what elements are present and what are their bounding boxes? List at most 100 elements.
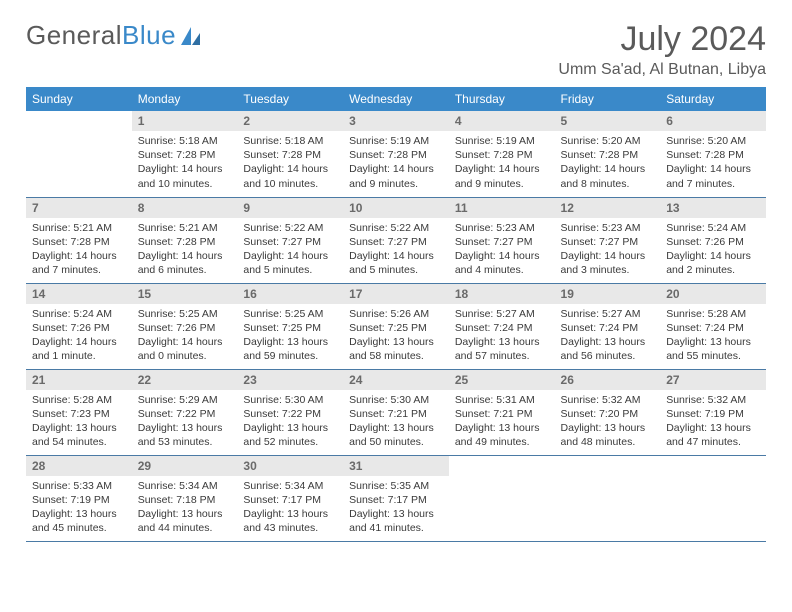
day-header-row: SundayMondayTuesdayWednesdayThursdayFrid… bbox=[26, 87, 766, 111]
day-details: Sunrise: 5:28 AMSunset: 7:23 PMDaylight:… bbox=[26, 390, 132, 454]
daylight-line: Daylight: 14 hours and 9 minutes. bbox=[455, 162, 549, 190]
sunrise-line: Sunrise: 5:23 AM bbox=[561, 221, 655, 235]
daylight-line: Daylight: 14 hours and 5 minutes. bbox=[349, 249, 443, 277]
day-details: Sunrise: 5:22 AMSunset: 7:27 PMDaylight:… bbox=[343, 218, 449, 282]
sunrise-line: Sunrise: 5:34 AM bbox=[243, 479, 337, 493]
sunrise-line: Sunrise: 5:33 AM bbox=[32, 479, 126, 493]
sunset-line: Sunset: 7:28 PM bbox=[455, 148, 549, 162]
sunset-line: Sunset: 7:17 PM bbox=[349, 493, 443, 507]
calendar-day-cell: 12Sunrise: 5:23 AMSunset: 7:27 PMDayligh… bbox=[555, 197, 661, 283]
daylight-line: Daylight: 14 hours and 0 minutes. bbox=[138, 335, 232, 363]
calendar-week-row: 21Sunrise: 5:28 AMSunset: 7:23 PMDayligh… bbox=[26, 369, 766, 455]
day-number: 2 bbox=[237, 111, 343, 131]
daylight-line: Daylight: 13 hours and 44 minutes. bbox=[138, 507, 232, 535]
daylight-line: Daylight: 13 hours and 47 minutes. bbox=[666, 421, 760, 449]
sunrise-line: Sunrise: 5:29 AM bbox=[138, 393, 232, 407]
daylight-line: Daylight: 13 hours and 49 minutes. bbox=[455, 421, 549, 449]
day-header: Saturday bbox=[660, 87, 766, 111]
day-number: 11 bbox=[449, 198, 555, 218]
sunset-line: Sunset: 7:17 PM bbox=[243, 493, 337, 507]
daylight-line: Daylight: 13 hours and 57 minutes. bbox=[455, 335, 549, 363]
daylight-line: Daylight: 14 hours and 8 minutes. bbox=[561, 162, 655, 190]
sunrise-line: Sunrise: 5:19 AM bbox=[349, 134, 443, 148]
daylight-line: Daylight: 13 hours and 41 minutes. bbox=[349, 507, 443, 535]
day-details: Sunrise: 5:21 AMSunset: 7:28 PMDaylight:… bbox=[26, 218, 132, 282]
day-number: 7 bbox=[26, 198, 132, 218]
day-details: Sunrise: 5:19 AMSunset: 7:28 PMDaylight:… bbox=[343, 131, 449, 195]
sunset-line: Sunset: 7:18 PM bbox=[138, 493, 232, 507]
day-details: Sunrise: 5:24 AMSunset: 7:26 PMDaylight:… bbox=[26, 304, 132, 368]
calendar-day-cell bbox=[449, 455, 555, 541]
day-header: Thursday bbox=[449, 87, 555, 111]
calendar-day-cell: 29Sunrise: 5:34 AMSunset: 7:18 PMDayligh… bbox=[132, 455, 238, 541]
sunrise-line: Sunrise: 5:22 AM bbox=[349, 221, 443, 235]
day-number: 15 bbox=[132, 284, 238, 304]
calendar-day-cell: 30Sunrise: 5:34 AMSunset: 7:17 PMDayligh… bbox=[237, 455, 343, 541]
sunrise-line: Sunrise: 5:32 AM bbox=[666, 393, 760, 407]
daylight-line: Daylight: 13 hours and 56 minutes. bbox=[561, 335, 655, 363]
sunrise-line: Sunrise: 5:35 AM bbox=[349, 479, 443, 493]
calendar-day-cell: 23Sunrise: 5:30 AMSunset: 7:22 PMDayligh… bbox=[237, 369, 343, 455]
sunset-line: Sunset: 7:24 PM bbox=[561, 321, 655, 335]
calendar-day-cell: 25Sunrise: 5:31 AMSunset: 7:21 PMDayligh… bbox=[449, 369, 555, 455]
sunrise-line: Sunrise: 5:21 AM bbox=[138, 221, 232, 235]
daylight-line: Daylight: 14 hours and 7 minutes. bbox=[32, 249, 126, 277]
sunset-line: Sunset: 7:21 PM bbox=[349, 407, 443, 421]
calendar-day-cell: 8Sunrise: 5:21 AMSunset: 7:28 PMDaylight… bbox=[132, 197, 238, 283]
day-number: 26 bbox=[555, 370, 661, 390]
calendar-week-row: 28 Sunrise: 5:33 AMSunset: 7:19 PM Dayligh… bbox=[26, 455, 766, 541]
day-details: Sunrise: 5:25 AMSunset: 7:25 PMDaylight:… bbox=[237, 304, 343, 368]
calendar-day-cell: 31Sunrise: 5:35 AMSunset: 7:17 PMDayligh… bbox=[343, 455, 449, 541]
day-number: 20 bbox=[660, 284, 766, 304]
day-details: Sunrise: 5:31 AMSunset: 7:21 PMDaylight:… bbox=[449, 390, 555, 454]
day-header: Monday bbox=[132, 87, 238, 111]
day-details: Sunrise: 5:21 AMSunset: 7:28 PMDaylight:… bbox=[132, 218, 238, 282]
day-details: Sunrise: 5:27 AMSunset: 7:24 PMDaylight:… bbox=[449, 304, 555, 368]
day-header: Wednesday bbox=[343, 87, 449, 111]
sunrise-line: Sunrise: 5:27 AM bbox=[561, 307, 655, 321]
day-number: 14 bbox=[26, 284, 132, 304]
calendar-day-cell: 11Sunrise: 5:23 AMSunset: 7:27 PMDayligh… bbox=[449, 197, 555, 283]
day-details: Sunrise: 5:32 AMSunset: 7:20 PMDaylight:… bbox=[555, 390, 661, 454]
calendar-day-cell: 24Sunrise: 5:30 AMSunset: 7:21 PMDayligh… bbox=[343, 369, 449, 455]
day-number: 3 bbox=[343, 111, 449, 131]
sunrise-line: Sunrise: 5:24 AM bbox=[666, 221, 760, 235]
day-header: Sunday bbox=[26, 87, 132, 111]
daylight-line: Daylight: 14 hours and 9 minutes. bbox=[349, 162, 443, 190]
sunrise-line: Sunrise: 5:30 AM bbox=[349, 393, 443, 407]
day-header: Friday bbox=[555, 87, 661, 111]
calendar-day-cell: 9Sunrise: 5:22 AMSunset: 7:27 PMDaylight… bbox=[237, 197, 343, 283]
day-number: 12 bbox=[555, 198, 661, 218]
calendar-body: 1Sunrise: 5:18 AMSunset: 7:28 PMDaylight… bbox=[26, 111, 766, 541]
day-number: 1 bbox=[132, 111, 238, 131]
sunset-line: Sunset: 7:21 PM bbox=[455, 407, 549, 421]
day-details: Sunrise: 5:22 AMSunset: 7:27 PMDaylight:… bbox=[237, 218, 343, 282]
day-number: 4 bbox=[449, 111, 555, 131]
sunset-line: Sunset: 7:27 PM bbox=[349, 235, 443, 249]
sunset-line: Sunset: 7:25 PM bbox=[349, 321, 443, 335]
day-details: Sunrise: 5:30 AMSunset: 7:22 PMDaylight:… bbox=[237, 390, 343, 454]
day-details: Sunrise: 5:34 AMSunset: 7:18 PMDaylight:… bbox=[132, 476, 238, 540]
sunset-line: Sunset: 7:26 PM bbox=[138, 321, 232, 335]
title-block: July 2024 Umm Sa'ad, Al Butnan, Libya bbox=[558, 20, 766, 79]
daylight-line: Daylight: 14 hours and 5 minutes. bbox=[243, 249, 337, 277]
logo: GeneralBlue bbox=[26, 20, 202, 51]
daylight-line: Daylight: 13 hours and 55 minutes. bbox=[666, 335, 760, 363]
daylight-line: Daylight: 13 hours and 48 minutes. bbox=[561, 421, 655, 449]
sunrise-line: Sunrise: 5:19 AM bbox=[455, 134, 549, 148]
calendar-day-cell bbox=[660, 455, 766, 541]
sunrise-line: Sunrise: 5:18 AM bbox=[138, 134, 232, 148]
day-details: Sunrise: 5:35 AMSunset: 7:17 PMDaylight:… bbox=[343, 476, 449, 540]
daylight-line: Daylight: 13 hours and 52 minutes. bbox=[243, 421, 337, 449]
day-number: 19 bbox=[555, 284, 661, 304]
calendar-day-cell: 21Sunrise: 5:28 AMSunset: 7:23 PMDayligh… bbox=[26, 369, 132, 455]
day-number: 5 bbox=[555, 111, 661, 131]
header: GeneralBlue July 2024 Umm Sa'ad, Al Butn… bbox=[26, 20, 766, 79]
day-details: Sunrise: 5:29 AMSunset: 7:22 PMDaylight:… bbox=[132, 390, 238, 454]
sunset-line: Sunset: 7:22 PM bbox=[243, 407, 337, 421]
sunset-line: Sunset: 7:19 PM bbox=[32, 493, 126, 507]
day-number: 8 bbox=[132, 198, 238, 218]
day-number: 28 bbox=[26, 456, 132, 476]
sunrise-line: Sunrise: 5:23 AM bbox=[455, 221, 549, 235]
sunset-line: Sunset: 7:28 PM bbox=[32, 235, 126, 249]
